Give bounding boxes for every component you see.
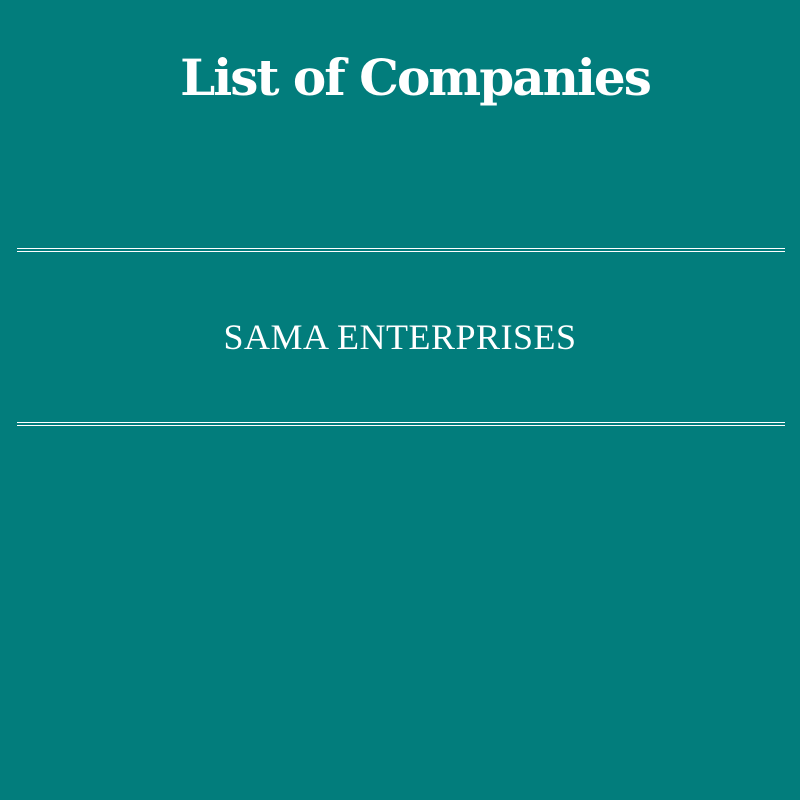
page-title: List of Companies — [180, 48, 652, 107]
company-name: SAMA ENTERPRISES — [223, 317, 577, 357]
bottom-divider — [17, 422, 785, 426]
top-divider — [17, 248, 785, 252]
